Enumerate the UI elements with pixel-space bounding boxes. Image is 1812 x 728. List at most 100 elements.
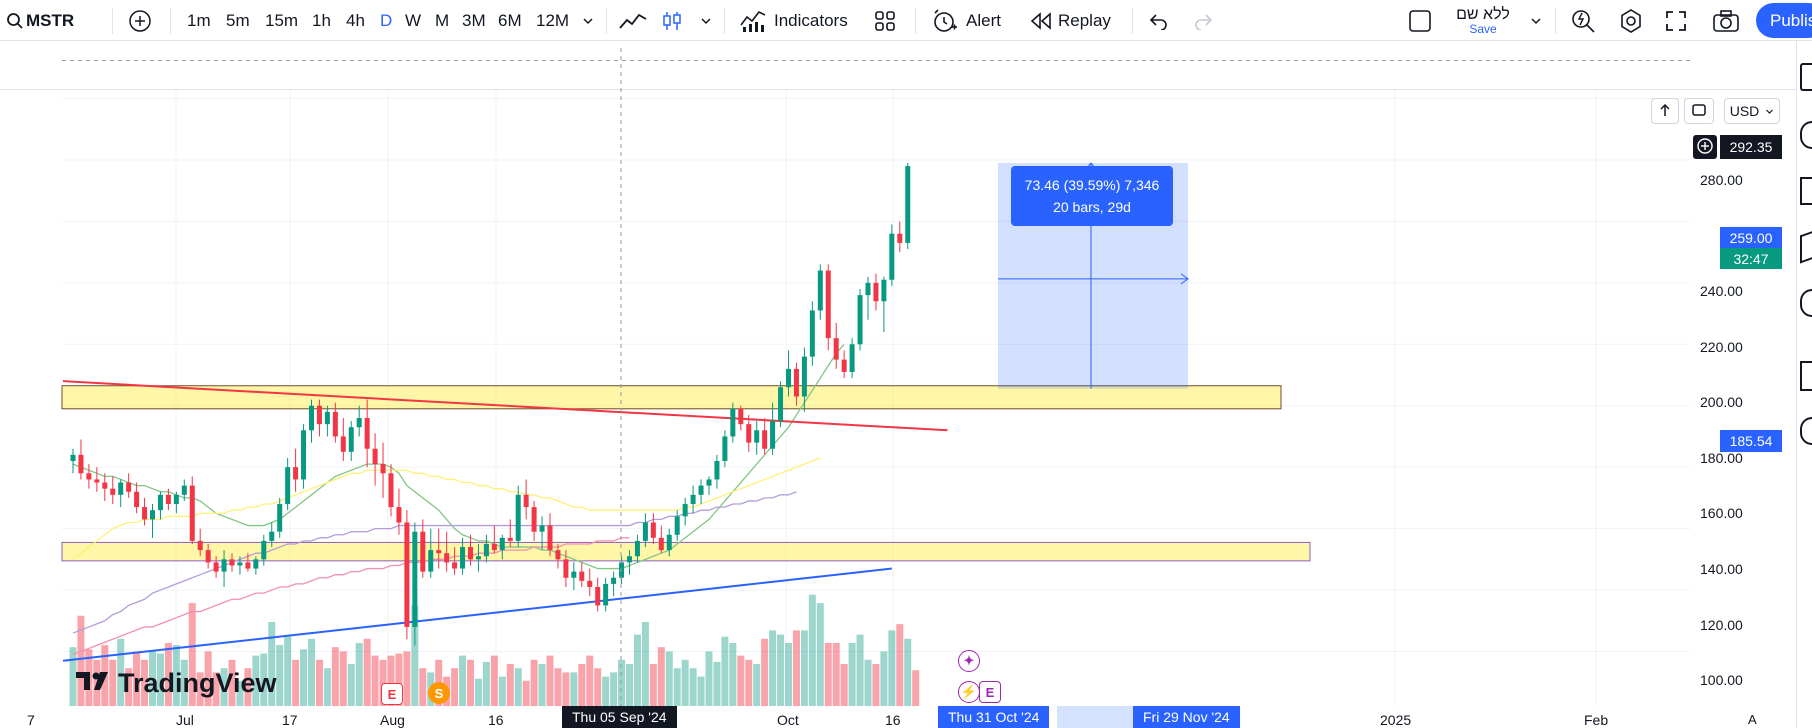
chart-type-dropdown[interactable]	[700, 0, 712, 41]
undo-button[interactable]	[1147, 0, 1169, 41]
candle-body	[650, 522, 656, 538]
price-label: 220.00	[1700, 339, 1743, 355]
candle-body	[436, 550, 442, 554]
candle-body	[70, 454, 76, 462]
currency-label: USD	[1729, 103, 1760, 119]
volume-bar	[904, 638, 912, 706]
settings-button[interactable]	[1618, 0, 1644, 41]
candle-body	[110, 488, 116, 495]
crosshair-date-tag: Thu 05 Sep '24	[562, 706, 677, 728]
alerts-icon[interactable]	[1800, 121, 1812, 149]
replay-button[interactable]: Replay	[1030, 0, 1111, 41]
candle-body	[873, 282, 879, 302]
fullscreen-button[interactable]	[1665, 0, 1687, 41]
candle-body	[332, 411, 338, 437]
data-window-icon[interactable]	[1800, 177, 1812, 205]
layouts-button[interactable]	[874, 0, 896, 41]
reset-scale-button[interactable]	[1684, 98, 1714, 124]
candle-body	[722, 436, 728, 462]
volume-bar	[848, 643, 856, 706]
alert-button[interactable]: Alert	[932, 0, 1001, 41]
line-chart-type-button[interactable]	[619, 0, 647, 41]
interval-m[interactable]: M	[435, 10, 450, 30]
price-label: 100.00	[1700, 672, 1743, 688]
earnings-badge[interactable]: E	[381, 683, 403, 705]
snapshot-button[interactable]	[1712, 0, 1740, 41]
volume-bar	[498, 676, 506, 706]
measure-change: 73.46 (39.59%) 7,346	[1024, 177, 1160, 193]
symbol-label: MSTR	[26, 10, 75, 30]
interval-1m[interactable]: 1m	[187, 10, 211, 30]
measure-tooltip: 73.46 (39.59%) 7,346 20 bars, 29d	[1011, 166, 1173, 226]
interval-5m[interactable]: 5m	[226, 10, 250, 30]
split-badge[interactable]: S	[428, 682, 450, 704]
quick-search-button[interactable]	[1570, 0, 1596, 41]
candle-body	[221, 559, 227, 572]
volume-bar	[737, 655, 745, 706]
broadcast-icon[interactable]	[1800, 417, 1812, 445]
candle-body	[309, 405, 314, 431]
scroll-to-top-button[interactable]	[1651, 98, 1679, 124]
sparkle-event-icon[interactable]: ✦	[958, 650, 980, 672]
redo-button[interactable]	[1193, 0, 1215, 41]
candle-body	[682, 504, 688, 517]
candlestick-icon	[661, 10, 683, 32]
price-label: 180.00	[1700, 450, 1743, 466]
candle-body	[444, 553, 450, 563]
price-label: 160.00	[1700, 505, 1743, 521]
plus-circle-icon	[1696, 137, 1714, 158]
candles-chart-type-button[interactable]	[661, 0, 683, 41]
chat-icon[interactable]	[1800, 289, 1812, 317]
candle-body	[658, 537, 664, 551]
currency-select[interactable]: USD	[1724, 98, 1780, 124]
axis-settings-button[interactable]: A	[1748, 712, 1757, 727]
interval-12m[interactable]: 12M	[536, 10, 570, 30]
candle-body	[126, 482, 132, 492]
support-zone	[61, 541, 1311, 562]
publish-button[interactable]: Publis	[1756, 3, 1812, 38]
interval-w[interactable]: W	[405, 10, 422, 30]
candle-body	[523, 494, 529, 508]
compare-symbol-button[interactable]	[128, 0, 152, 41]
symbol-search[interactable]: MSTR	[6, 0, 74, 41]
volume-bar	[888, 630, 896, 706]
add-price-alert-button[interactable]	[1693, 135, 1717, 159]
volume-bar	[602, 676, 610, 706]
interval-d-active[interactable]: D	[380, 10, 393, 30]
interval-3m[interactable]: 3M	[462, 10, 486, 30]
tradingview-logo[interactable]: TradingView	[76, 668, 277, 699]
watchlist-icon[interactable]	[1800, 63, 1812, 91]
candle-body	[778, 387, 784, 422]
candle-body	[730, 408, 736, 437]
ideas-icon[interactable]	[1800, 361, 1812, 391]
price-label: 140.00	[1700, 561, 1743, 577]
layers-icon[interactable]	[1800, 230, 1812, 264]
reset-icon	[1691, 103, 1707, 120]
volume-bar	[467, 659, 474, 706]
interval-1h[interactable]: 1h	[312, 10, 331, 30]
candle-body	[197, 540, 203, 551]
candle-body	[642, 522, 648, 541]
earnings-badge[interactable]: E	[979, 681, 1001, 703]
candle-body	[181, 485, 187, 495]
volume-bar	[745, 659, 753, 706]
indicators-button[interactable]: Indicators	[740, 0, 848, 41]
layout-select-checkbox[interactable]	[1408, 0, 1432, 41]
alert-label: Alert	[966, 10, 1001, 30]
interval-4h[interactable]: 4h	[346, 10, 365, 30]
interval-15m[interactable]: 15m	[265, 10, 299, 30]
layout-menu-dropdown[interactable]	[1530, 0, 1542, 41]
candle-body	[165, 494, 171, 505]
volume-bar	[292, 659, 300, 706]
volume-bar	[331, 647, 339, 706]
candle-body	[173, 494, 179, 505]
interval-dropdown[interactable]	[582, 0, 594, 41]
legend-bar	[0, 41, 1800, 90]
layout-name-button[interactable]: ללא שם Save	[1452, 0, 1514, 41]
lightning-event-icon[interactable]: ⚡	[958, 681, 980, 703]
volume-bar	[761, 638, 769, 706]
interval-6m[interactable]: 6M	[498, 10, 522, 30]
candle-body	[595, 586, 601, 606]
candle-body	[825, 270, 831, 339]
